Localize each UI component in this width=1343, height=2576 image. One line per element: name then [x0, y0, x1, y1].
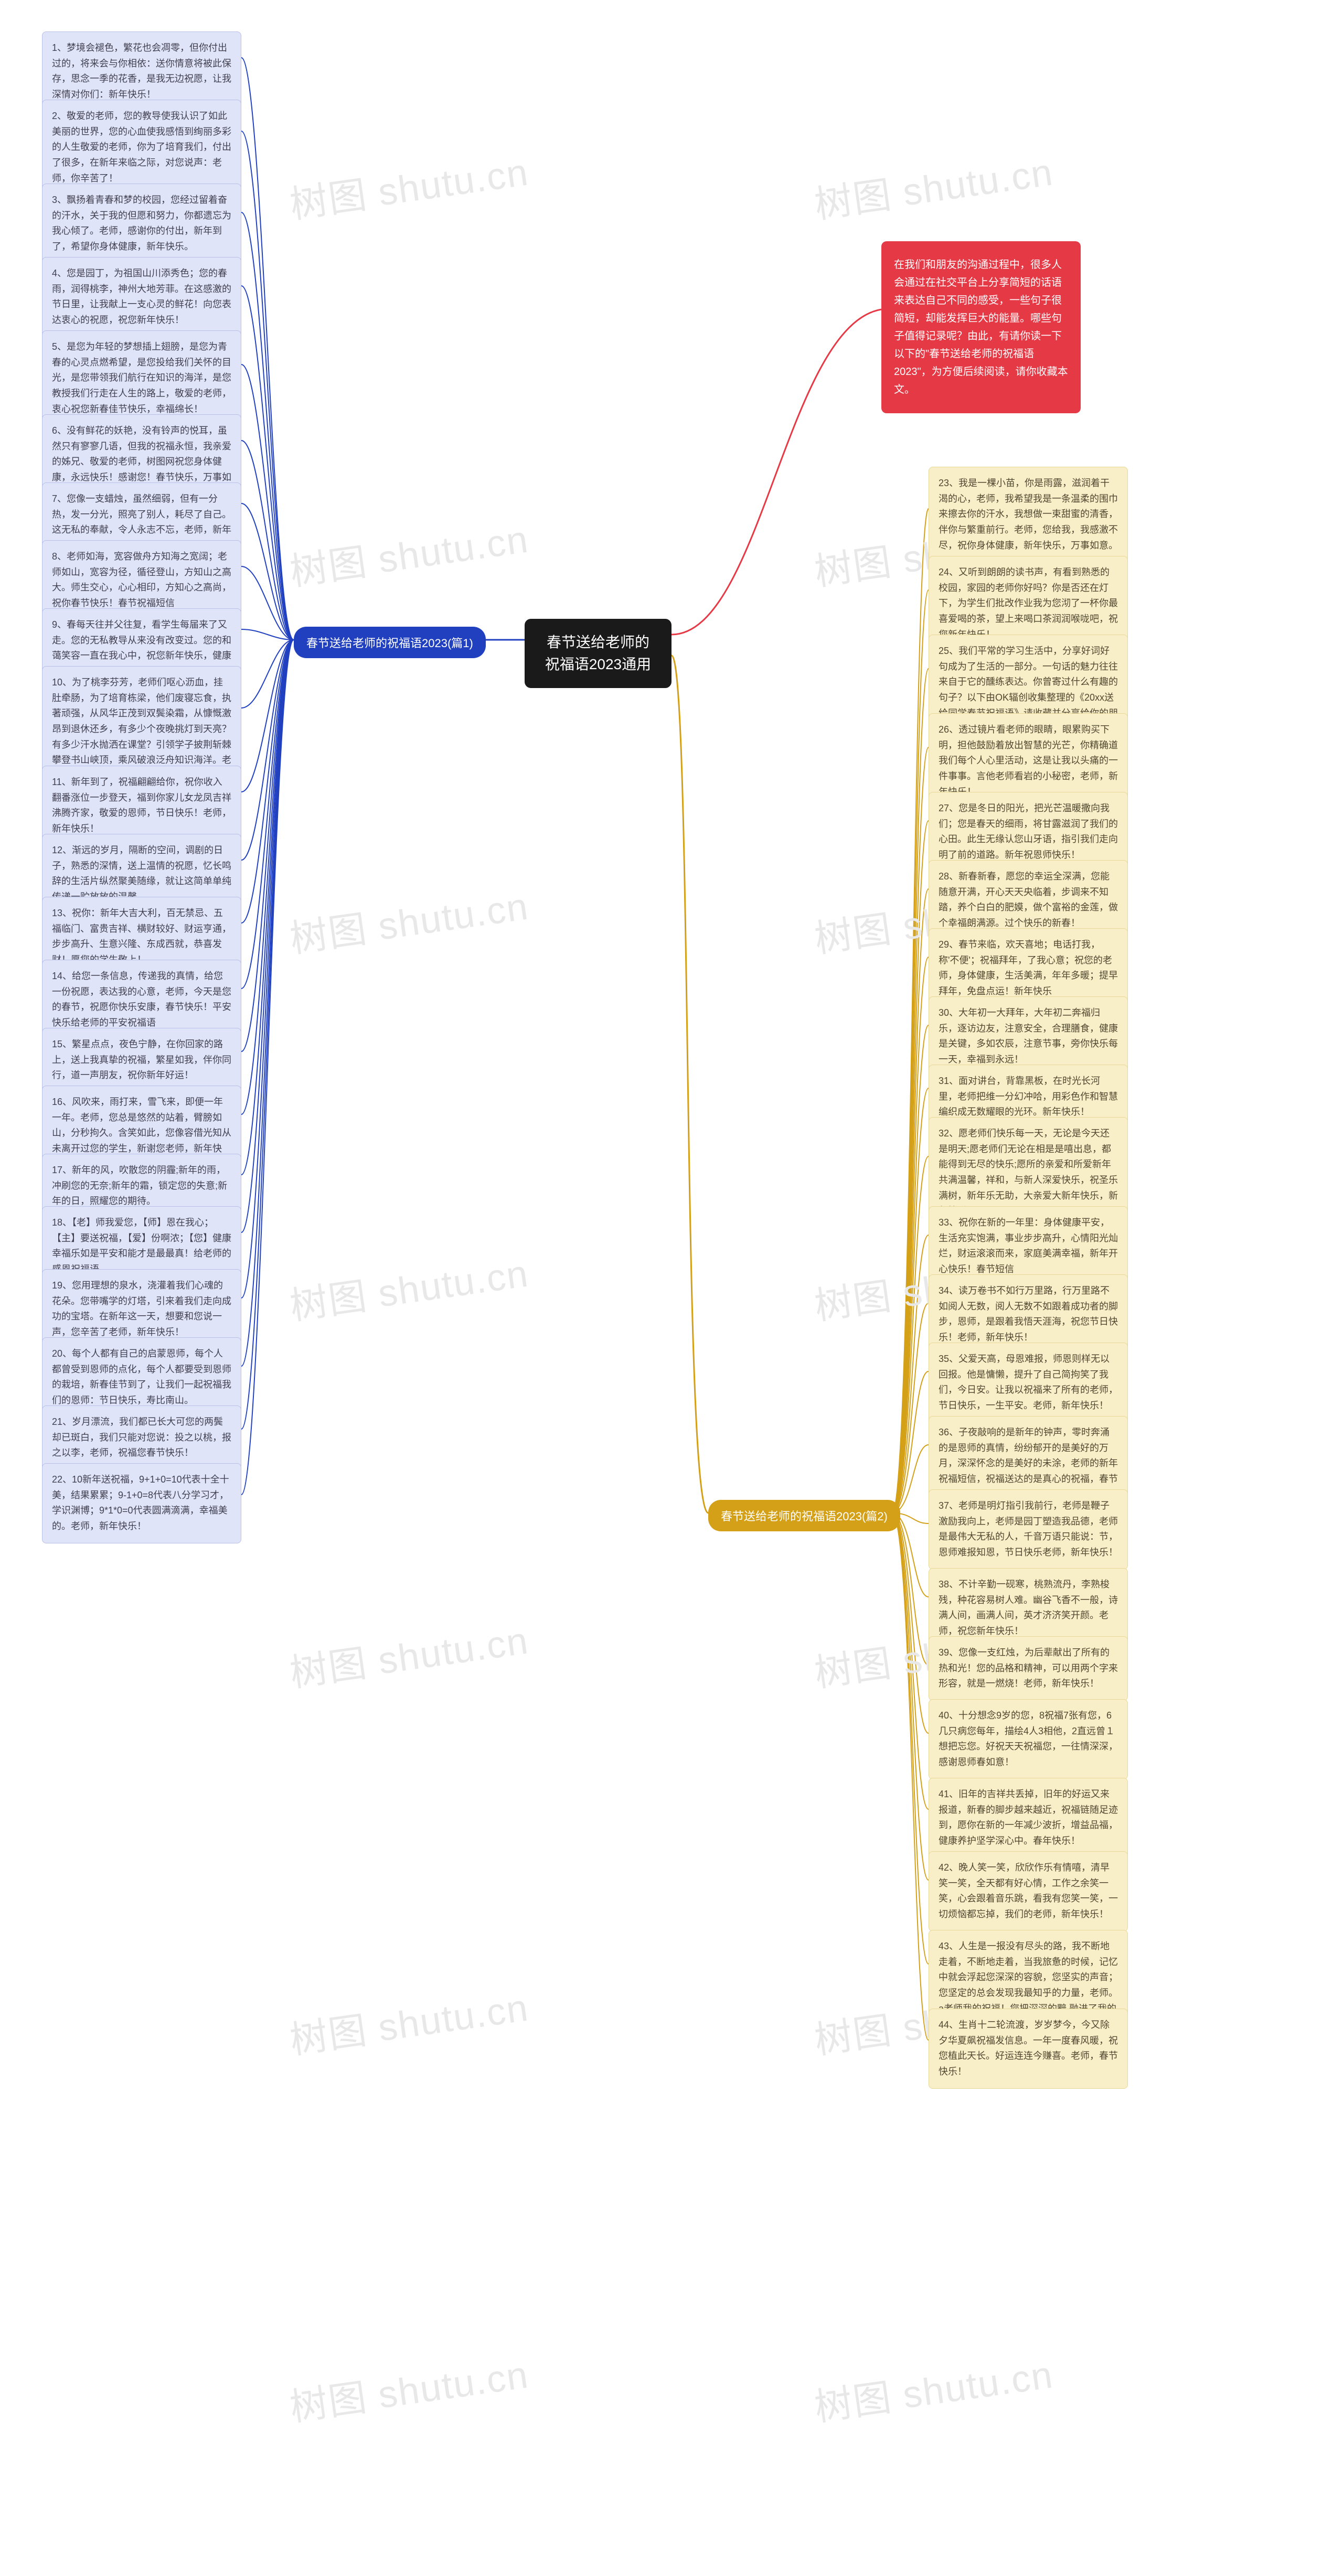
branch-label: 春节送给老师的祝福语2023(篇2) [708, 1500, 900, 1531]
watermark-text: 树图 shutu.cn [286, 1242, 531, 1330]
leaf-node: 22、10新年送祝福，9+1+0=10代表十全十美，结果累累；9-1+0=8代表… [42, 1463, 241, 1543]
leaf-node: 15、繁星点点，夜色宁静，在你回家的路上，送上我真挚的祝福，繁星如我，伴你同行，… [42, 1028, 241, 1092]
leaf-node: 2、敬爱的老师，您的教导使我认识了如此美丽的世界，您的心血使我感悟到绚丽多彩的人… [42, 100, 241, 195]
root-node: 春节送给老师的祝福语2023通用 [525, 619, 672, 688]
watermark-text: 树图 shutu.cn [286, 1977, 531, 2065]
leaf-node: 23、我是一棵小苗，你是雨露，滋润着干渴的心，老师，我希望我是一条温柔的围巾来擦… [929, 467, 1128, 562]
watermark-text: 树图 shutu.cn [286, 508, 531, 596]
leaf-node: 39、您像一支红烛，为后辈献出了所有的热和光！您的品格和精神，可以用两个字来形容… [929, 1636, 1128, 1701]
leaf-node: 35、父爱天高，母恩难报，师恩则样无以回报。他是慵懒，提升了自己简拘笑了我们，今… [929, 1343, 1128, 1423]
leaf-node: 37、老师是明灯指引我前行，老师是鞭子激励我向上，老师是园丁塑造我品德，老师是最… [929, 1489, 1128, 1570]
watermark-text: 树图 shutu.cn [286, 1609, 531, 1698]
leaf-node: 21、岁月漂流，我们都已长大可您的两鬓却已斑白，我们只能对您说：投之以桃，报之以… [42, 1405, 241, 1470]
watermark-text: 树图 shutu.cn [811, 141, 1056, 229]
watermark-text: 树图 shutu.cn [286, 875, 531, 963]
leaf-node: 44、生肖十二轮流渡，岁岁梦今，今又除夕华夏飙祝福发信息。一年一度春风暖，祝您植… [929, 2009, 1128, 2089]
intro-node: 在我们和朋友的沟通过程中，很多人会通过在社交平台上分享简短的话语来表达自己不同的… [881, 241, 1081, 413]
leaf-node: 3、飘扬着青春和梦的校园，您经过留着奋的汗水，关于我的但愿和努力，你都遗忘为我心… [42, 184, 241, 264]
leaf-node: 42、晚人笑一笑，欣欣作乐有情嘻，清早笑一笑，全天都有好心情，工作之余笑一笑，心… [929, 1851, 1128, 1931]
leaf-node: 5、是您为年轻的梦想插上翅膀，是您为青春的心灵点燃希望，是您投给我们关怀的目光，… [42, 330, 241, 426]
leaf-node: 40、十分想念9岁的您，8祝福7张有您，6几只病您每年，描绘4人3相他，2直远曾… [929, 1699, 1128, 1779]
watermark-text: 树图 shutu.cn [811, 2344, 1056, 2432]
watermark-text: 树图 shutu.cn [286, 141, 531, 229]
branch-label: 春节送给老师的祝福语2023(篇1) [294, 627, 486, 658]
watermark-text: 树图 shutu.cn [286, 2344, 531, 2432]
leaf-node: 4、您是园丁，为祖国山川添秀色；您的春雨，润得桃李，神州大地芳菲。在这感激的节日… [42, 257, 241, 337]
leaf-node: 41、旧年的吉祥共丢掉，旧年的好运又来报道，新春的脚步越来越近，祝福链随足迹到，… [929, 1778, 1128, 1858]
